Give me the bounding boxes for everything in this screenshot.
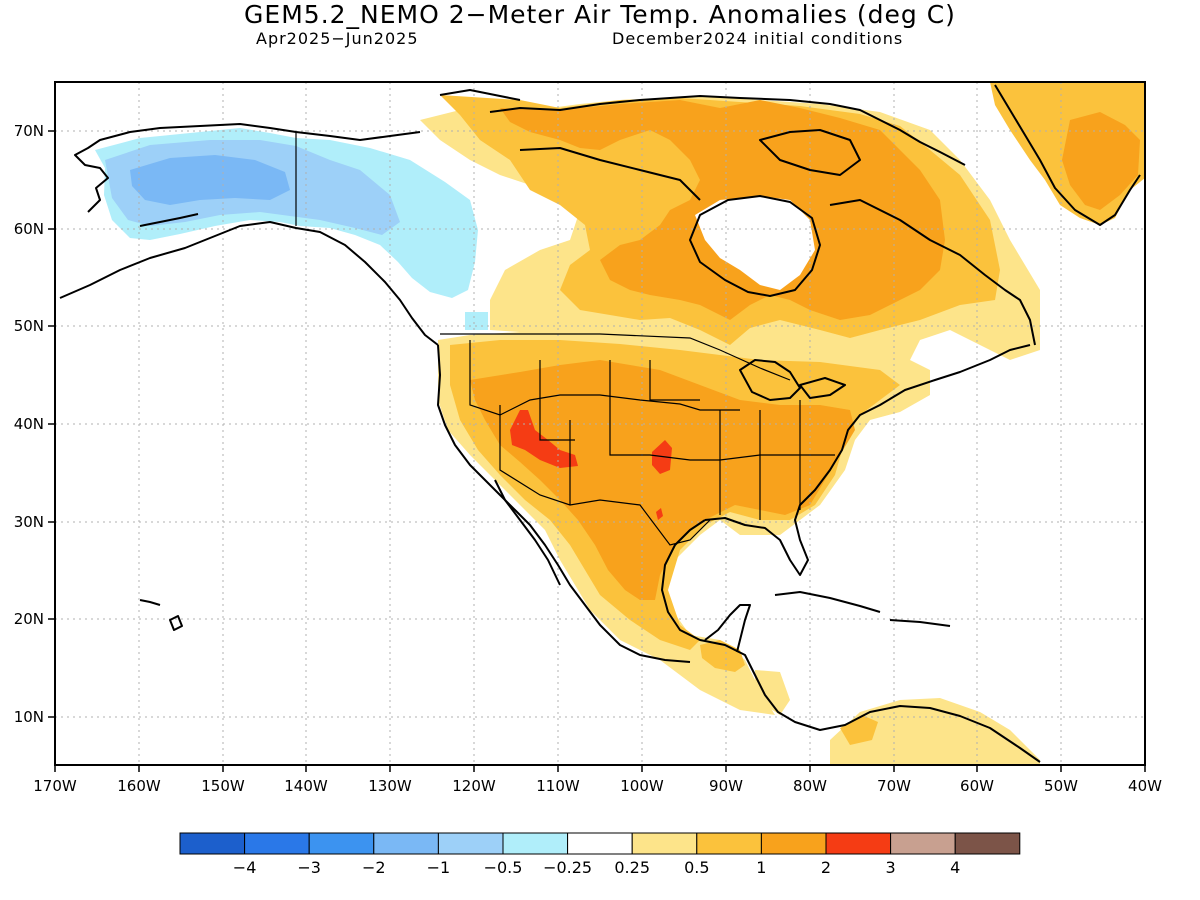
legend-label: 2: [821, 858, 831, 877]
legend-label: −3: [297, 858, 321, 877]
legend-label: 1: [756, 858, 766, 877]
legend-swatch: [567, 832, 633, 855]
legend-label: −4: [233, 858, 257, 877]
lon-label: 100W: [620, 777, 664, 795]
legend-swatch: [308, 832, 375, 855]
lon-label: 90W: [709, 777, 743, 795]
latitude-labels: 70N 60N 50N 40N 30N 20N 10N: [14, 122, 44, 726]
lon-label: 110W: [536, 777, 580, 795]
lat-label: 60N: [14, 220, 44, 238]
lat-label: 20N: [14, 610, 44, 628]
legend-label: −2: [362, 858, 386, 877]
lon-label: 40W: [1128, 777, 1162, 795]
hot-anomaly-texas: [656, 508, 663, 520]
lon-label: 140W: [284, 777, 328, 795]
warm-anomaly-strong-us: [470, 360, 855, 600]
warm-anomaly-central-america: [700, 640, 745, 672]
lat-label: 10N: [14, 708, 44, 726]
lat-label: 40N: [14, 415, 44, 433]
coastlines: [59, 84, 1141, 763]
lon-label: 170W: [33, 777, 77, 795]
hudson-bay-neutral: [695, 196, 815, 290]
lat-label: 50N: [14, 317, 44, 335]
map-title: GEM5.2_NEMO 2−Meter Air Temp. Anomalies …: [244, 0, 956, 29]
hot-anomaly-southwest: [510, 410, 578, 468]
lon-label: 120W: [452, 777, 496, 795]
legend-label: 0.25: [614, 858, 650, 877]
legend-label: 4: [950, 858, 960, 877]
warm-anomaly-caribbean: [755, 670, 790, 715]
lon-label: 50W: [1044, 777, 1078, 795]
legend-swatch: [825, 832, 892, 855]
lon-label: 60W: [960, 777, 994, 795]
axis-ticks: [48, 130, 1146, 772]
cool-anomaly-medium: [130, 155, 290, 205]
legend-label: −0.5: [484, 858, 523, 877]
legend-label: −0.25: [543, 858, 592, 877]
color-legend: −4 −3 −2 −1 −0.5 −0.25 0.25 0.5 1 2 3 4: [179, 832, 1021, 877]
map-layers: [55, 82, 1145, 765]
legend-swatch: [631, 832, 698, 855]
graticule: [55, 82, 1145, 765]
lon-label: 130W: [368, 777, 412, 795]
lon-label: 160W: [117, 777, 161, 795]
lat-label: 70N: [14, 122, 44, 140]
legend-label: −1: [427, 858, 451, 877]
longitude-labels: 170W 160W 150W 140W 130W 120W 110W 100W …: [33, 777, 1162, 795]
warm-anomaly-south-america: [830, 698, 1040, 765]
legend-swatch: [502, 832, 569, 855]
political-borders: [295, 132, 835, 546]
cool-anomaly-small: [465, 312, 488, 330]
legend-swatch: [179, 832, 246, 855]
legend-swatch: [696, 832, 762, 855]
lon-label: 70W: [877, 777, 911, 795]
initial-conditions: December2024 initial conditions: [612, 29, 904, 48]
legend-label: 3: [886, 858, 896, 877]
warm-anomaly-greenland-strong: [1062, 112, 1140, 210]
legend-swatch: [244, 832, 310, 855]
forecast-period: Apr2025−Jun2025: [256, 29, 419, 48]
legend-swatch: [954, 832, 1021, 855]
legend-swatch: [373, 832, 439, 855]
legend-label: 0.5: [684, 858, 709, 877]
lon-label: 80W: [793, 777, 827, 795]
legend-swatch: [890, 832, 956, 855]
legend-swatch: [760, 832, 827, 855]
lon-label: 150W: [201, 777, 245, 795]
legend-swatch: [437, 832, 504, 855]
lat-label: 30N: [14, 513, 44, 531]
